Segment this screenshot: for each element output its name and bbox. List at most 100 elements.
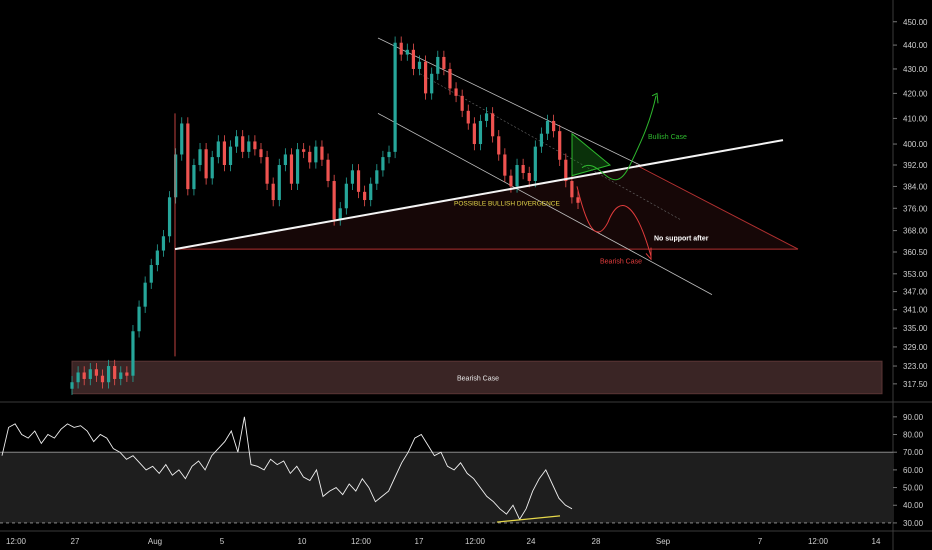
candle-body [259, 149, 263, 158]
candle-body [265, 157, 269, 184]
rsi-divergence-line [496, 515, 561, 523]
candle-body [302, 149, 306, 152]
candle-body [155, 250, 159, 266]
rsi-tick-label: 30.00 [903, 519, 924, 528]
candle-body [484, 113, 489, 121]
candle-body [545, 120, 550, 134]
candle-body [222, 141, 227, 166]
triangle-fill [175, 166, 798, 250]
candle-body [387, 151, 391, 158]
candle-body [119, 372, 123, 379]
rsi-tick-label: 60.00 [903, 466, 924, 475]
candle-body [210, 157, 214, 179]
candle-body [198, 149, 202, 166]
candle-body [472, 123, 476, 145]
candle-body [515, 165, 519, 187]
candle-body [454, 88, 458, 96]
price-tick-label: 440.00 [903, 41, 928, 50]
candle-body [308, 151, 312, 163]
channel-top-line [377, 37, 641, 166]
candle-body [326, 159, 330, 182]
price-tick-label: 341.00 [903, 306, 928, 315]
candle-body [204, 149, 208, 179]
bearish-zone-label: Bearish Case [457, 375, 499, 382]
price-tick-label: 323.00 [903, 362, 928, 371]
price-tick-label: 420.00 [903, 89, 928, 98]
candle-body [344, 183, 348, 209]
candle-body [283, 154, 287, 166]
candle-body [375, 170, 379, 184]
time-tick-label: Aug [148, 537, 162, 546]
time-tick-label: 5 [220, 537, 225, 546]
candle-body [131, 331, 135, 376]
candle-body [399, 42, 403, 55]
candle-body [564, 159, 568, 182]
candle-body [88, 369, 92, 379]
candle-body [509, 175, 513, 187]
candle-body [356, 170, 361, 192]
time-tick-label: 12:00 [465, 537, 486, 546]
time-tick-label: 17 [415, 537, 424, 546]
candle-body [314, 146, 318, 163]
rsi-tick-label: 90.00 [903, 413, 924, 422]
candle-body [106, 366, 111, 383]
price-tick-label: 450.00 [903, 18, 928, 27]
time-tick-label: 24 [527, 537, 536, 546]
price-tick-label: 329.00 [903, 343, 928, 352]
price-tick-label: 353.00 [903, 270, 928, 279]
bullish-arrow-path [581, 95, 657, 181]
candle-body [332, 181, 336, 220]
price-tick-label: 335.00 [903, 324, 928, 333]
candle-body [478, 120, 483, 145]
candle-body [186, 123, 190, 190]
candle-body [228, 146, 233, 166]
time-tick-label: 28 [592, 537, 601, 546]
time-tick-label: 12:00 [6, 537, 27, 546]
candle-body [350, 170, 355, 184]
candle-body [216, 141, 220, 158]
bullish-pennant [571, 132, 612, 177]
price-tick-label: 410.00 [903, 114, 928, 123]
price-tick-label: 430.00 [903, 65, 928, 74]
candle-body [235, 136, 239, 147]
candle-body [241, 136, 245, 152]
bearish-arrow-head [645, 247, 652, 261]
candle-body [369, 183, 373, 201]
time-tick-label: 14 [872, 537, 881, 546]
time-tick-label: 7 [758, 537, 763, 546]
candle-body [320, 146, 324, 160]
channel-bottom-line [377, 112, 713, 295]
candle-body [430, 73, 434, 94]
rsi-tick-label: 40.00 [903, 501, 924, 510]
candle-body [497, 136, 501, 155]
candle-body [271, 183, 275, 201]
price-tick-label: 317.50 [903, 380, 928, 389]
bearish-case-label: Bearish Case [600, 259, 642, 266]
time-tick-label: 12:00 [808, 537, 829, 546]
triangle-upper-edge [635, 164, 799, 250]
candle-body [289, 154, 294, 184]
candle-body [94, 369, 98, 376]
rsi-tick-label: 80.00 [903, 431, 924, 440]
candle-body [192, 165, 196, 190]
candle-body [460, 95, 464, 111]
candle-body [576, 197, 580, 203]
candle-body [503, 154, 507, 176]
candle-body [491, 113, 495, 137]
candle-body [70, 382, 74, 389]
candle-body [277, 165, 281, 201]
candle-body [552, 120, 556, 132]
candle-body [76, 372, 80, 383]
bullish-case-label: Bullish Case [648, 134, 687, 141]
candle-body [82, 372, 86, 379]
candle-body [338, 208, 342, 220]
candle-body [393, 42, 397, 152]
candles [70, 36, 580, 396]
price-tick-label: 368.00 [903, 227, 928, 236]
candle-body [417, 61, 422, 69]
candle-body [137, 306, 141, 332]
price-tick-label: 392.00 [903, 161, 928, 170]
candle-body [570, 181, 574, 198]
candle-body [381, 157, 385, 171]
